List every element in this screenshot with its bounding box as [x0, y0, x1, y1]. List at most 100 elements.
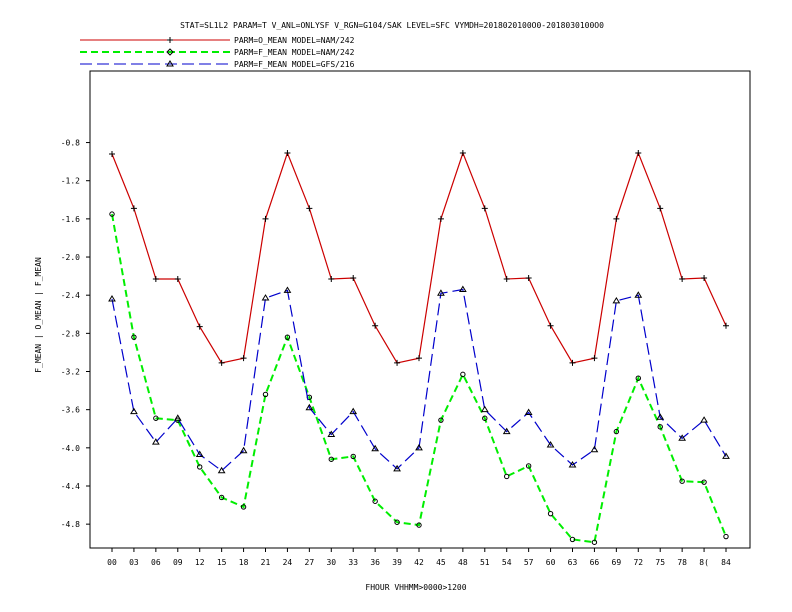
x-tick-label: 84 — [721, 558, 731, 567]
plus-marker — [591, 355, 598, 362]
circle-marker — [569, 536, 576, 543]
y-axis: -0.8 -1.2 -1.6 -2.0 -2.4 -2.8 -3.2 -3.6 -4.0 -4.4… — [61, 139, 90, 529]
y-tick-label: -4.8 — [61, 520, 80, 529]
series-3 — [108, 285, 730, 474]
triangle-marker — [305, 403, 314, 411]
plus-marker — [262, 215, 269, 222]
circle-marker — [328, 456, 334, 462]
y-tick-label: -0.8 — [61, 139, 80, 148]
circle-marker — [482, 415, 488, 421]
x-tick-label: 33 — [348, 558, 358, 567]
x-tick-label: 21 — [261, 558, 271, 567]
circle-marker — [679, 478, 685, 484]
triangle-marker — [634, 291, 643, 298]
circle-marker — [504, 473, 510, 480]
plot-area — [89, 70, 751, 549]
triangle-marker — [656, 413, 665, 420]
series-2 — [109, 211, 729, 545]
x-tick-label: 24 — [283, 558, 293, 567]
chart-title: STAT=SL1L2 PARAM=T V_ANL=ONLYSF V_RGN=G1… — [180, 21, 604, 30]
circle-marker — [262, 391, 269, 398]
plus-marker — [679, 275, 686, 282]
legend-label: PARM=F_MEAN MODEL=NAM/242 — [234, 48, 355, 57]
circle-marker — [723, 533, 729, 540]
y-tick-label: -1.2 — [61, 177, 80, 186]
series-layer — [108, 150, 730, 545]
triangle-marker — [108, 295, 116, 302]
triangle-marker — [722, 452, 730, 459]
triangle-marker — [195, 450, 204, 458]
legend-label: PARM=F_MEAN MODEL=GFS/216 — [234, 60, 355, 69]
x-tick-label: 45 — [436, 558, 446, 567]
plus-marker — [130, 205, 137, 212]
x-tick-label: 63 — [568, 558, 578, 567]
y-tick-label: -2.0 — [61, 253, 80, 262]
x-tick-label: 30 — [326, 558, 336, 567]
triangle-marker — [480, 405, 489, 413]
x-tick-label: 69 — [612, 558, 622, 567]
circle-marker — [438, 417, 444, 423]
triangle-marker — [393, 464, 401, 472]
x-tick-label: 78 — [677, 558, 687, 567]
triangle-marker — [151, 438, 160, 445]
plus-marker — [394, 359, 401, 366]
plus-marker — [152, 275, 159, 282]
circle-marker — [131, 334, 137, 340]
triangle-marker — [371, 444, 380, 452]
triangle-marker — [261, 294, 270, 301]
x-tick-label: 06 — [151, 558, 161, 567]
x-axis: 00 03 06 09 12 15 18 21 24 27 30 33 36 39 42 45 48 51 54 57… — [107, 548, 731, 567]
x-tick-label: 18 — [239, 558, 249, 567]
series-1 — [109, 150, 729, 366]
circle-marker — [218, 494, 225, 501]
circle-marker — [701, 479, 707, 485]
legend-item: PARM=F_MEAN MODEL=GFS/216 — [80, 60, 355, 69]
y-tick-label: -3.6 — [61, 406, 80, 415]
plus-marker — [701, 275, 708, 282]
x-tick-label: 51 — [480, 558, 490, 567]
y-axis-label: F_MEAN | O_MEAN | F_MEAN — [34, 257, 43, 373]
circle-marker — [197, 464, 203, 470]
y-tick-label: -2.8 — [61, 329, 80, 338]
plus-marker — [372, 322, 379, 329]
triangle-marker — [437, 289, 445, 296]
plus-marker — [284, 150, 291, 157]
circle-marker — [591, 539, 598, 545]
triangle-marker — [327, 430, 336, 437]
circle-marker — [416, 522, 422, 528]
x-tick-label: 00 — [107, 558, 117, 567]
x-tick-label: 72 — [633, 558, 643, 567]
x-tick-label: 8( — [699, 558, 709, 567]
circle-marker — [109, 211, 115, 217]
x-tick-label: 39 — [392, 558, 402, 567]
circle-marker — [350, 453, 356, 460]
plus-marker — [569, 359, 576, 366]
legend-label: PARM=O_MEAN MODEL=NAM/242 — [234, 36, 355, 45]
circle-marker — [547, 510, 554, 517]
plus-marker — [240, 355, 247, 362]
circle-marker — [657, 424, 663, 430]
x-tick-label: 75 — [655, 558, 665, 567]
triangle-marker — [546, 440, 555, 448]
x-tick-label: 36 — [370, 558, 380, 567]
plus-marker — [657, 205, 664, 212]
plus-marker — [635, 150, 642, 157]
circle-marker — [613, 428, 620, 435]
plus-marker — [218, 359, 225, 366]
triangle-marker — [524, 408, 533, 416]
plus-marker — [350, 275, 357, 282]
x-tick-label: 12 — [195, 558, 205, 567]
x-tick-label: 03 — [129, 558, 139, 567]
plus-marker — [723, 322, 729, 329]
circle-marker — [394, 519, 400, 525]
plus-marker — [167, 37, 173, 43]
plus-marker — [437, 215, 444, 222]
plus-marker — [328, 275, 335, 282]
series-line — [111, 213, 727, 544]
plus-marker — [196, 323, 203, 330]
plus-marker — [525, 275, 532, 282]
circle-marker — [525, 463, 532, 469]
y-tick-label: -3.2 — [61, 368, 80, 377]
x-tick-label: 57 — [524, 558, 534, 567]
triangle-marker — [283, 286, 292, 293]
